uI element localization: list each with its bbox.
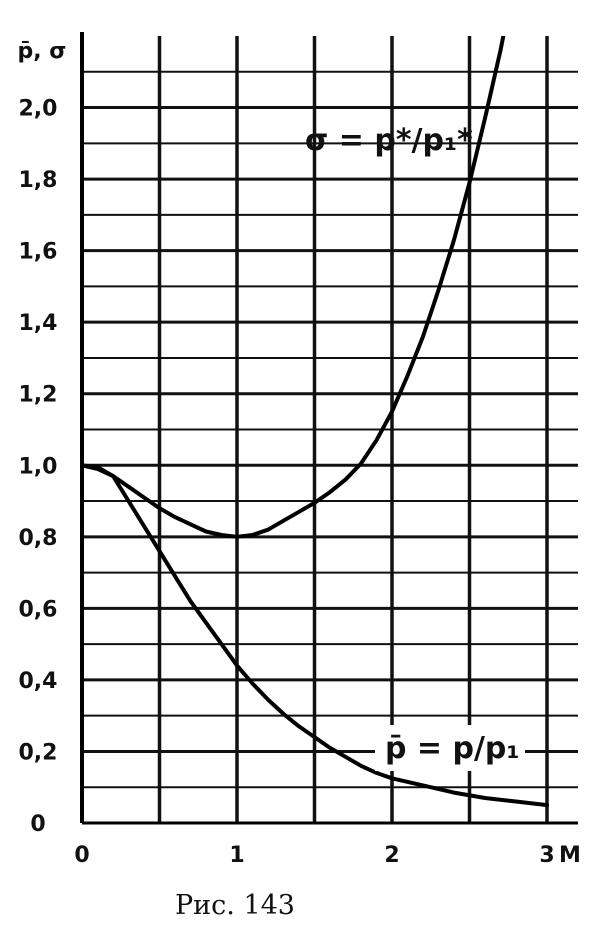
y-tick-label: 0,8 xyxy=(19,526,58,551)
series-label-sigma: σ = p*/p₁* xyxy=(305,123,473,158)
x-tick-label: 3 xyxy=(539,843,554,868)
chart-axes xyxy=(80,32,578,825)
series-label-background xyxy=(375,725,525,771)
y-tick-label: 0,6 xyxy=(19,597,58,622)
chart-tick-labels: 0 0,2 0,4 0,6 0,8 1,0 1,2 1,4 1,6 1,8 2,0 0 1 2 3 xyxy=(19,97,555,868)
x-tick-label: 1 xyxy=(229,843,244,868)
figure-caption: Рис. 143 xyxy=(175,890,295,921)
series-line-1 xyxy=(80,36,506,539)
y-axis-label: p̄, σ xyxy=(18,39,67,64)
y-tick-label: 1,4 xyxy=(19,311,58,336)
x-tick-label: 0 xyxy=(74,843,89,868)
chart-grid xyxy=(82,36,578,823)
y-tick-label: 1,8 xyxy=(19,168,58,193)
x-tick-label: 2 xyxy=(384,843,399,868)
chart-series xyxy=(80,36,549,808)
y-tick-label: 1,6 xyxy=(19,240,58,265)
y-tick-label: 1,0 xyxy=(19,454,58,479)
y-tick-label: 0,2 xyxy=(19,740,58,765)
x-axis-label: M xyxy=(559,843,581,868)
chart-labels: Mp̄, σ σ = p*/p₁* p̄ = p/p₁ xyxy=(18,39,581,868)
series-label-p: p̄ = p/p₁ xyxy=(385,731,520,766)
y-tick-label: 0 xyxy=(30,812,45,837)
y-tick-label: 2,0 xyxy=(19,97,58,122)
series-line-2 xyxy=(80,463,549,808)
y-tick-label: 0,4 xyxy=(19,669,58,694)
y-tick-label: 1,2 xyxy=(19,383,58,408)
